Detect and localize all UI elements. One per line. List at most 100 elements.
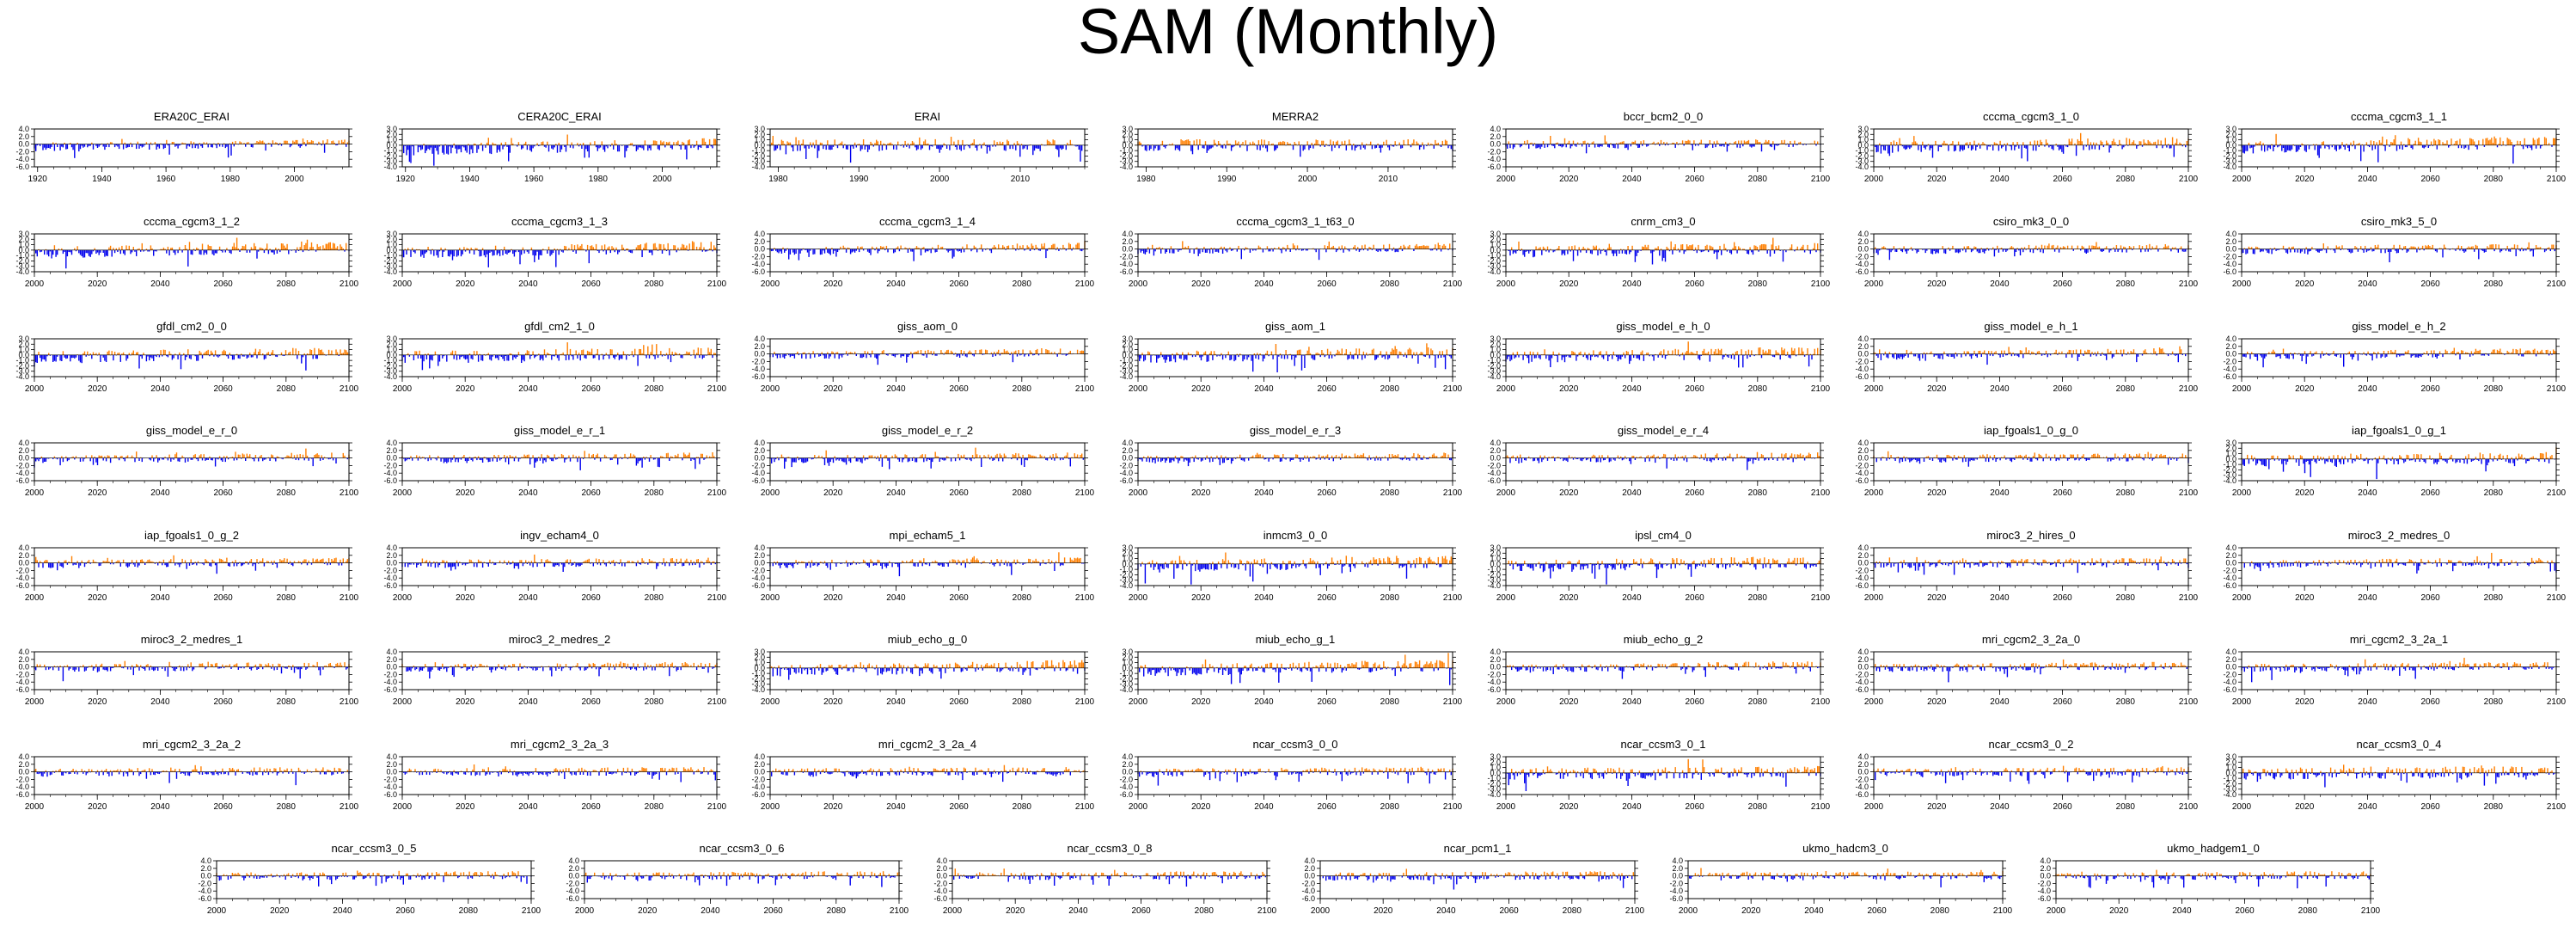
bar-series (34, 138, 350, 158)
y-tick-label: -2.0 (383, 151, 397, 160)
x-tick-label: 2060 (2053, 279, 2072, 289)
y-tick-label: -1.0 (1855, 146, 1869, 155)
bar-series (1873, 242, 2189, 261)
y-tick-label: -3.0 (15, 262, 29, 271)
bar-series (2241, 133, 2557, 164)
x-tick-label: 2040 (518, 384, 538, 394)
x-tick-label: 1920 (396, 175, 416, 184)
x-tick-label: 2000 (393, 279, 413, 289)
chart-title: giss_aom_0 (897, 320, 958, 333)
y-tick-label: 3.0 (386, 230, 397, 238)
chart-title: cccma_cgcm3_1_2 (144, 215, 240, 228)
y-tick-label: -3.0 (1487, 262, 1501, 271)
chart-title: MERRA2 (1272, 110, 1319, 123)
x-tick-label: 1980 (1136, 175, 1156, 184)
y-tick-label: 2.0 (1122, 340, 1133, 348)
y-tick-label: -2.0 (2223, 151, 2236, 160)
y-tick-label: 2.0 (1490, 132, 1501, 141)
y-tick-label: 1.0 (1122, 346, 1133, 354)
x-tick-label: 2100 (2547, 175, 2567, 184)
x-tick-label: 2040 (518, 279, 538, 289)
y-tick-label: 0.0 (1122, 245, 1133, 254)
x-tick-label: 2020 (1191, 279, 1211, 289)
y-tick-label: 0.0 (18, 140, 29, 149)
y-tick-label: 3.0 (2225, 125, 2236, 133)
y-tick-label: -3.0 (15, 367, 29, 376)
y-tick-label: -4.0 (1487, 155, 1501, 163)
page-title: SAM (Monthly) (0, 0, 2576, 64)
y-tick-label: -6.0 (751, 372, 765, 381)
chart-panel: cccma_cgcm3_1_4 4.02.00.0-2.0-4.0-6.0 2000… (751, 215, 1094, 289)
y-tick-label: -3.0 (751, 157, 765, 166)
plot-frame (1137, 128, 1453, 168)
y-tick-label: -4.0 (2223, 260, 2236, 268)
y-tick-label: -4.0 (383, 267, 397, 276)
x-tick-label: 1980 (589, 175, 609, 184)
y-tick-label: -3.0 (1119, 367, 1133, 376)
x-tick-label: 2080 (2484, 279, 2504, 289)
bar-series (1137, 139, 1453, 157)
y-tick-label: 0.0 (18, 351, 29, 359)
x-tick-label: 2080 (645, 279, 664, 289)
chart-panel: gfdl_cm2_0_0 3.02.01.00.0-1.0-2.0-3.0-4.0… (15, 320, 358, 394)
x-tick-label: 2000 (25, 384, 45, 394)
x-tick-label: 2080 (1013, 384, 1032, 394)
y-tick-label: -4.0 (2223, 163, 2236, 171)
x-tick-label: 2060 (581, 279, 601, 289)
bar-series (1137, 241, 1453, 261)
y-tick-label: 3.0 (754, 125, 765, 133)
x-tick-label: 2020 (1927, 279, 1947, 289)
x-tick-label: 2060 (2420, 175, 2440, 184)
x-tick-label: 2000 (761, 384, 780, 394)
y-tick-label: -2.0 (15, 361, 29, 370)
y-tick-label: 4.0 (754, 335, 765, 343)
x-tick-label: 2020 (2295, 175, 2315, 184)
y-tick-label: 2.0 (386, 235, 397, 243)
y-tick-label: 1.0 (18, 346, 29, 354)
x-tick-label: 2040 (2358, 175, 2377, 184)
x-tick-label: 2060 (1685, 175, 1704, 184)
bar-series (401, 342, 718, 371)
y-tick-label: 2.0 (1490, 235, 1501, 243)
x-tick-label: 2020 (1559, 175, 1579, 184)
y-tick-label: 4.0 (1122, 230, 1133, 238)
x-tick-label: 2010 (1011, 175, 1031, 184)
x-tick-label: 2060 (213, 384, 233, 394)
y-tick-label: 2.0 (18, 340, 29, 348)
y-tick-label: 1.0 (1857, 136, 1869, 144)
bar-series (769, 241, 1086, 261)
y-tick-label: 2.0 (18, 132, 29, 141)
bar-series (1873, 132, 2189, 162)
x-tick-label: 2080 (2484, 175, 2504, 184)
y-tick-label: -4.0 (1119, 260, 1133, 268)
y-tick-label: -2.0 (1855, 151, 1869, 160)
y-tick-label: -3.0 (1855, 157, 1869, 166)
x-tick-label: 2060 (949, 384, 969, 394)
y-tick-label: 0.0 (1122, 141, 1133, 150)
chart-panel: giss_aom_13.02.01.00.0-1.0-2.0-3.0-4.020… (1119, 320, 1462, 394)
y-tick-label: 3.0 (1122, 335, 1133, 343)
x-tick-label: 2040 (1254, 279, 1274, 289)
chart-panel: bccr_bcm2_0_0 4.02.00.0-2.0-4.0-6.0 2000 20… (1487, 110, 1830, 184)
y-tick-label: -4.0 (1855, 260, 1869, 268)
y-tick-label: 4.0 (754, 230, 765, 238)
chart-panel: giss_aom_0 4.02.00.0-2.0-4.0-6.0 2000 2020 2… (751, 320, 1094, 394)
x-tick-label: 2040 (150, 279, 170, 289)
chart-title: gfdl_cm2_0_0 (156, 320, 227, 333)
y-tick-label: 3.0 (386, 125, 397, 133)
chart-title: cccma_cgcm3_1_4 (879, 215, 976, 228)
y-tick-label: 3.0 (1857, 125, 1869, 133)
chart-title: gfdl_cm2_1_0 (524, 320, 595, 333)
x-tick-label: 2020 (1927, 175, 1947, 184)
y-tick-label: -6.0 (1119, 267, 1133, 276)
x-tick-label: 2000 (652, 175, 672, 184)
y-tick-label: -2.0 (751, 252, 765, 261)
x-tick-label: 2080 (277, 384, 297, 394)
x-tick-label: 2010 (1379, 175, 1398, 184)
y-tick-label: 0.0 (754, 141, 765, 150)
x-tick-label: 2060 (213, 279, 233, 289)
bar-series (403, 134, 718, 166)
chart-panel: cccma_cgcm3_1_1 3.02.01.00.0-1.0-2.0-3.0-… (2223, 110, 2566, 184)
